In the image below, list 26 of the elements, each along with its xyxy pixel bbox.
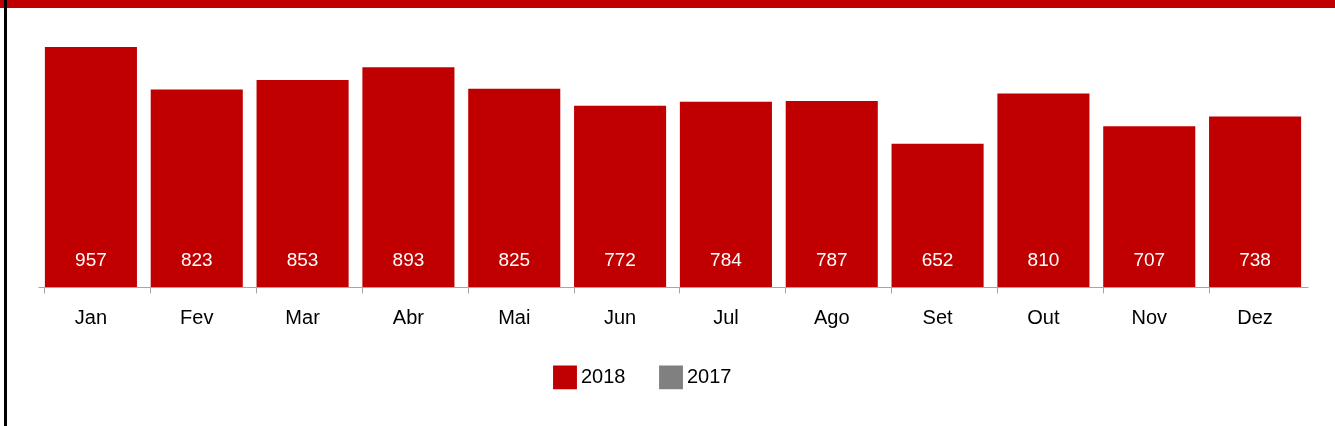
- data-label: 772: [604, 249, 636, 270]
- x-tick-label: Jun: [603, 305, 637, 328]
- x-tick-label: Dez: [1237, 305, 1273, 328]
- data-label: 823: [180, 249, 213, 270]
- data-label: 707: [1133, 249, 1166, 270]
- x-tick-label: Jul: [713, 305, 739, 328]
- x-tick-label: Fev: [180, 305, 214, 328]
- data-label: 893: [392, 249, 425, 270]
- legend-label: 2018: [581, 365, 626, 388]
- data-label: 810: [1027, 249, 1060, 270]
- x-tick-label: Mar: [285, 305, 321, 328]
- x-tick-label: Mai: [498, 305, 531, 328]
- x-tick-label: Set: [922, 305, 954, 328]
- x-tick-label: Nov: [1131, 305, 1168, 328]
- data-label: 787: [815, 249, 848, 270]
- x-tick-label: Out: [1027, 305, 1060, 328]
- x-tick-label: Jan: [74, 305, 108, 328]
- data-label: 784: [710, 249, 743, 270]
- data-label: 853: [286, 249, 319, 270]
- legend-label: 2017: [687, 365, 732, 388]
- data-label: 738: [1239, 249, 1271, 270]
- data-label: 825: [498, 249, 531, 270]
- data-label: 957: [75, 249, 107, 270]
- data-label: 652: [921, 249, 954, 270]
- x-tick-label: Ago: [813, 305, 850, 328]
- x-tick-label: Abr: [392, 305, 425, 328]
